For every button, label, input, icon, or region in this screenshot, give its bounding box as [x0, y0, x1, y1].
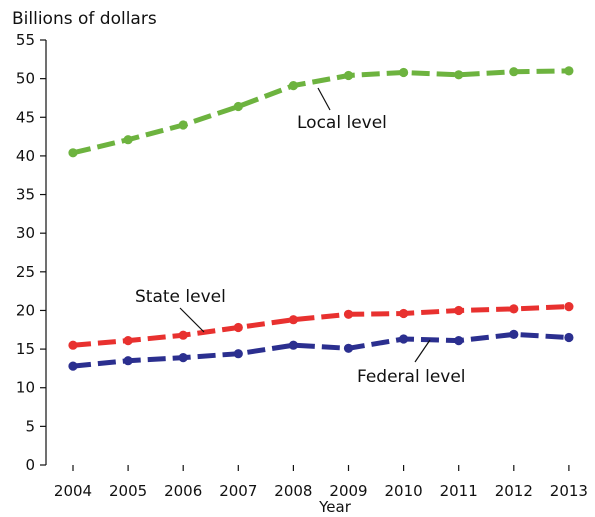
x-tick-label: 2011: [440, 482, 478, 500]
x-tick-label: 2008: [274, 482, 312, 500]
data-point: [509, 329, 519, 339]
x-tick-label: 2010: [385, 482, 423, 500]
data-point: [288, 81, 298, 91]
data-point: [509, 304, 519, 314]
data-point: [233, 101, 243, 112]
x-tick-label: 2007: [219, 482, 257, 500]
data-point: [178, 330, 188, 340]
y-tick-label: 50: [16, 70, 35, 88]
x-axis-ticks: 2004 2005 2006 2007 2008 2009 2010 2011 2012 2013: [54, 465, 588, 500]
data-point: [399, 67, 409, 78]
data-point: [399, 334, 409, 344]
x-tick-label: 2009: [329, 482, 367, 500]
x-tick-label: 2004: [54, 482, 92, 500]
data-point: [343, 309, 354, 319]
y-tick-label: 20: [16, 301, 35, 319]
data-point: [123, 135, 133, 145]
series-layer: [68, 66, 574, 371]
y-tick-label: 10: [16, 379, 35, 397]
data-point: [233, 349, 243, 359]
y-tick-label: 40: [16, 147, 35, 165]
data-point: [68, 361, 78, 371]
series-label-leader: [179, 307, 205, 333]
y-tick-label: 5: [25, 417, 35, 435]
data-point: [178, 353, 188, 363]
data-point: [178, 120, 188, 130]
y-axis-label: Billions of dollars: [12, 9, 157, 29]
x-tick-label: 2006: [164, 482, 202, 500]
data-point: [343, 343, 354, 353]
data-point: [233, 322, 243, 333]
data-point: [564, 66, 574, 76]
data-point: [288, 340, 298, 350]
series-label: Local level: [297, 113, 387, 133]
y-tick-label: 25: [16, 263, 35, 281]
x-axis-label: Year: [318, 498, 352, 516]
y-axis-ticks: 0 5 10 15 20 25 30 35 40 45 50 55: [16, 31, 46, 474]
data-point: [123, 356, 133, 366]
data-point: [454, 70, 464, 80]
data-point: [288, 315, 298, 325]
data-point: [399, 308, 409, 319]
y-tick-label: 15: [16, 340, 35, 358]
x-tick-label: 2005: [109, 482, 147, 500]
series-label: Federal level: [357, 367, 466, 387]
data-point: [509, 67, 519, 77]
data-point: [454, 305, 464, 316]
data-point: [68, 340, 78, 350]
data-point: [564, 302, 574, 312]
y-tick-label: 35: [16, 186, 35, 204]
data-point: [564, 332, 574, 343]
y-tick-label: 30: [16, 224, 35, 242]
data-point: [68, 148, 78, 158]
data-point: [123, 336, 133, 346]
series-label-layer: Local level State level Federal level: [135, 87, 466, 387]
series-label: State level: [135, 287, 226, 307]
series-line-2: [72, 331, 570, 369]
series-label-leader: [317, 87, 331, 111]
series-line-0: [72, 68, 569, 156]
y-tick-label: 55: [16, 31, 35, 49]
x-tick-label: 2013: [550, 482, 588, 500]
data-point: [343, 70, 354, 81]
series-label-leader: [414, 339, 431, 363]
y-tick-label: 45: [16, 108, 35, 126]
data-point: [454, 336, 464, 346]
y-tick-label: 0: [25, 456, 35, 474]
x-tick-label: 2012: [495, 482, 533, 500]
series-line-1: [72, 304, 570, 348]
